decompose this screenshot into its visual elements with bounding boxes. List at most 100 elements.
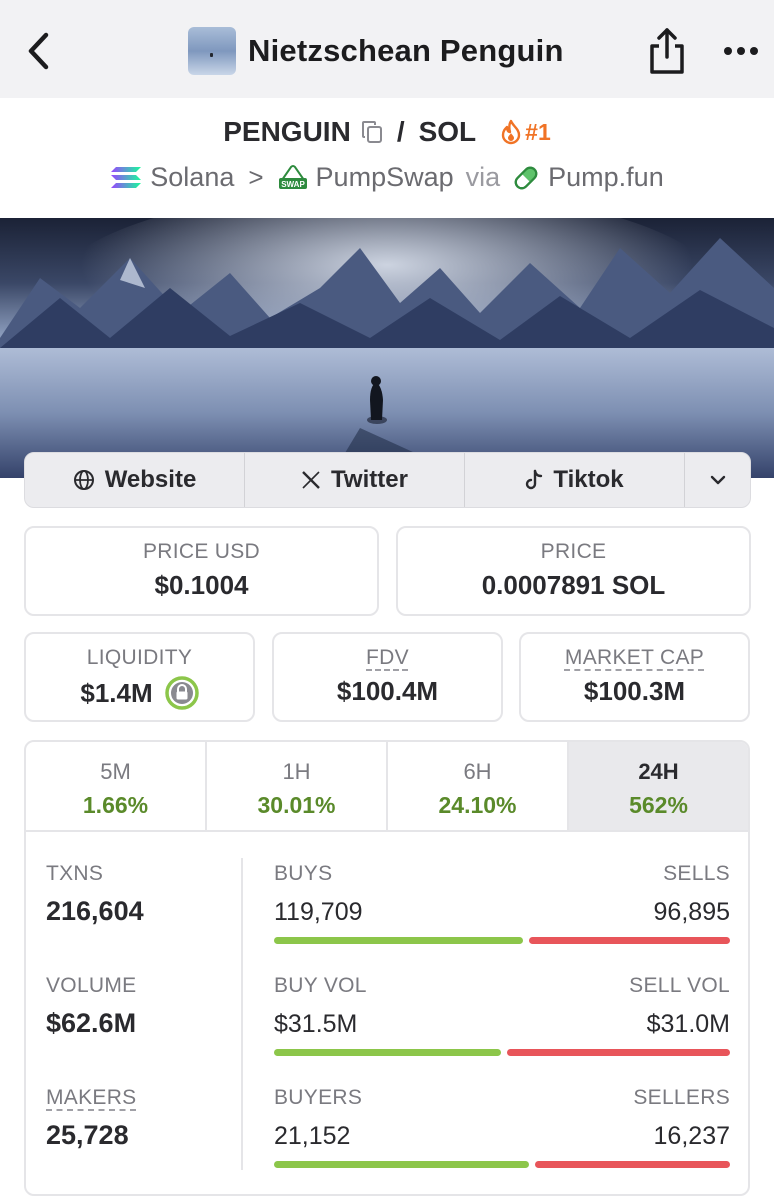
fire-icon [501, 119, 521, 145]
sells-label: SELLS [663, 862, 730, 885]
website-label: Website [104, 466, 197, 493]
price-native-card: PRICE 0.0007891 SOL [396, 526, 751, 616]
fdv-value: $100.4M [336, 676, 439, 706]
market-cap-value: $100.3M [583, 676, 686, 706]
liquidity-value-row: $1.4M [26, 676, 253, 710]
buys-bar [274, 937, 523, 944]
website-link[interactable]: Website [25, 453, 245, 507]
tiktok-icon [526, 469, 543, 490]
back-chevron-icon[interactable] [22, 30, 56, 72]
makers-label[interactable]: MAKERS [46, 1086, 137, 1109]
sellers-value: 16,237 [653, 1122, 730, 1150]
top-navigation-bar: Nietzschean Penguin [0, 0, 774, 98]
txns-label: TXNS [46, 862, 104, 885]
sells-bar [529, 937, 730, 944]
buyers-label: BUYERS [274, 1086, 363, 1109]
tiktok-label: Tiktok [553, 466, 624, 493]
trending-rank-badge[interactable]: #1 [500, 119, 551, 146]
tab-5m[interactable]: 5M 1.66% [26, 742, 207, 830]
lock-icon[interactable] [164, 676, 199, 710]
sell-vol-bar [507, 1049, 730, 1056]
fdv-label[interactable]: FDV [366, 646, 409, 669]
tab-change: 562% [629, 792, 688, 818]
price-native-value: 0.0007891 SOL [481, 570, 666, 600]
price-usd-card: PRICE USD $0.1004 [24, 526, 379, 616]
tab-6h[interactable]: 6H 24.10% [388, 742, 569, 830]
share-icon[interactable] [646, 26, 688, 76]
volume-label: VOLUME [46, 974, 137, 997]
tab-label: 5M [100, 759, 131, 784]
sellers-bar [535, 1161, 730, 1168]
chevron-down-icon [710, 475, 725, 485]
sell-vol-label: SELL VOL [629, 974, 730, 997]
volume-value: $62.6M [46, 1008, 137, 1038]
makers-value: 25,728 [46, 1120, 129, 1150]
token-title: Nietzschean Penguin [188, 27, 564, 75]
trade-stats: TXNS 216,604 VOLUME $62.6M MAKERS 25,728… [26, 832, 748, 1194]
buyers-sellers-stat: BUYERS SELLERS 21,152 16,237 [274, 1086, 730, 1168]
copy-icon[interactable] [361, 120, 383, 144]
txns-stat: TXNS 216,604 [46, 862, 144, 927]
sell-vol-value: $31.0M [646, 1010, 730, 1038]
chain-breadcrumb: Solana > SWAP PumpSwap via Pump.fun [0, 162, 774, 193]
more-links-dropdown[interactable] [685, 453, 750, 507]
token-thumbnail [188, 27, 236, 75]
price-native-label: PRICE [540, 540, 607, 563]
pair-separator: / [396, 116, 405, 147]
market-cap-label[interactable]: MARKET CAP [564, 646, 705, 669]
token-banner-image[interactable] [0, 218, 774, 478]
timeframe-tabs: 5M 1.66% 1H 30.01% 6H 24.10% 24H 562% [26, 742, 748, 832]
liquidity-value: $1.4M [80, 677, 153, 708]
price-usd-value: $0.1004 [154, 570, 249, 600]
buyers-value: 21,152 [274, 1122, 351, 1150]
buys-label: BUYS [274, 862, 333, 885]
solana-logo-icon [111, 166, 142, 188]
tab-label: 6H [463, 759, 492, 784]
token-name: Nietzschean Penguin [248, 33, 564, 68]
more-options-icon[interactable] [720, 38, 762, 64]
sells-value: 96,895 [653, 898, 730, 926]
price-usd-label: PRICE USD [142, 540, 261, 563]
pair-header: PENGUIN / SOL #1 [0, 116, 774, 148]
liquidity-card: LIQUIDITY $1.4M [24, 632, 255, 722]
buy-sell-volume-stat: BUY VOL SELL VOL $31.5M $31.0M [274, 974, 730, 1056]
via-label: via [465, 162, 501, 192]
fdv-card: FDV $100.4M [272, 632, 503, 722]
rank-value: #1 [525, 118, 551, 145]
buyers-bar [274, 1161, 529, 1168]
tab-24h[interactable]: 24H 562% [569, 742, 748, 830]
tiktok-link[interactable]: Tiktok [465, 453, 685, 507]
volume-stat: VOLUME $62.6M [46, 974, 137, 1039]
x-logo-icon [302, 471, 320, 489]
tab-change: 1.66% [82, 792, 149, 818]
market-cap-card: MARKET CAP $100.3M [519, 632, 750, 722]
buy-vol-bar [274, 1049, 501, 1056]
buys-sells-stat: BUYS SELLS 119,709 96,895 [274, 862, 730, 944]
sellers-label: SELLERS [633, 1086, 730, 1109]
svg-text:SWAP: SWAP [281, 180, 305, 189]
globe-icon [73, 470, 94, 490]
buy-vol-label: BUY VOL [274, 974, 367, 997]
launchpad-name[interactable]: Pump.fun [548, 162, 664, 192]
chain-name[interactable]: Solana [150, 162, 235, 192]
buy-vol-value: $31.5M [274, 1010, 358, 1038]
quote-token-symbol: SOL [418, 116, 477, 147]
social-links-bar: Website Twitter Tiktok [24, 452, 751, 508]
buys-value: 119,709 [274, 898, 363, 926]
tab-1h[interactable]: 1H 30.01% [207, 742, 388, 830]
pumpswap-logo-icon: SWAP [278, 164, 307, 189]
makers-stat: MAKERS 25,728 [46, 1086, 137, 1151]
txns-value: 216,604 [46, 896, 144, 926]
timeframe-stats-panel: 5M 1.66% 1H 30.01% 6H 24.10% 24H 562% TX… [24, 740, 750, 1196]
breadcrumb-separator: > [248, 162, 264, 192]
pill-icon [514, 166, 538, 189]
column-divider [241, 858, 243, 1170]
twitter-link[interactable]: Twitter [245, 453, 465, 507]
tab-change: 24.10% [438, 792, 517, 818]
tab-label: 24H [638, 759, 679, 784]
tab-label: 1H [282, 759, 311, 784]
tab-change: 30.01% [257, 792, 336, 818]
dex-name[interactable]: PumpSwap [315, 162, 454, 192]
base-token-symbol: PENGUIN [223, 116, 351, 147]
liquidity-label: LIQUIDITY [86, 646, 193, 669]
